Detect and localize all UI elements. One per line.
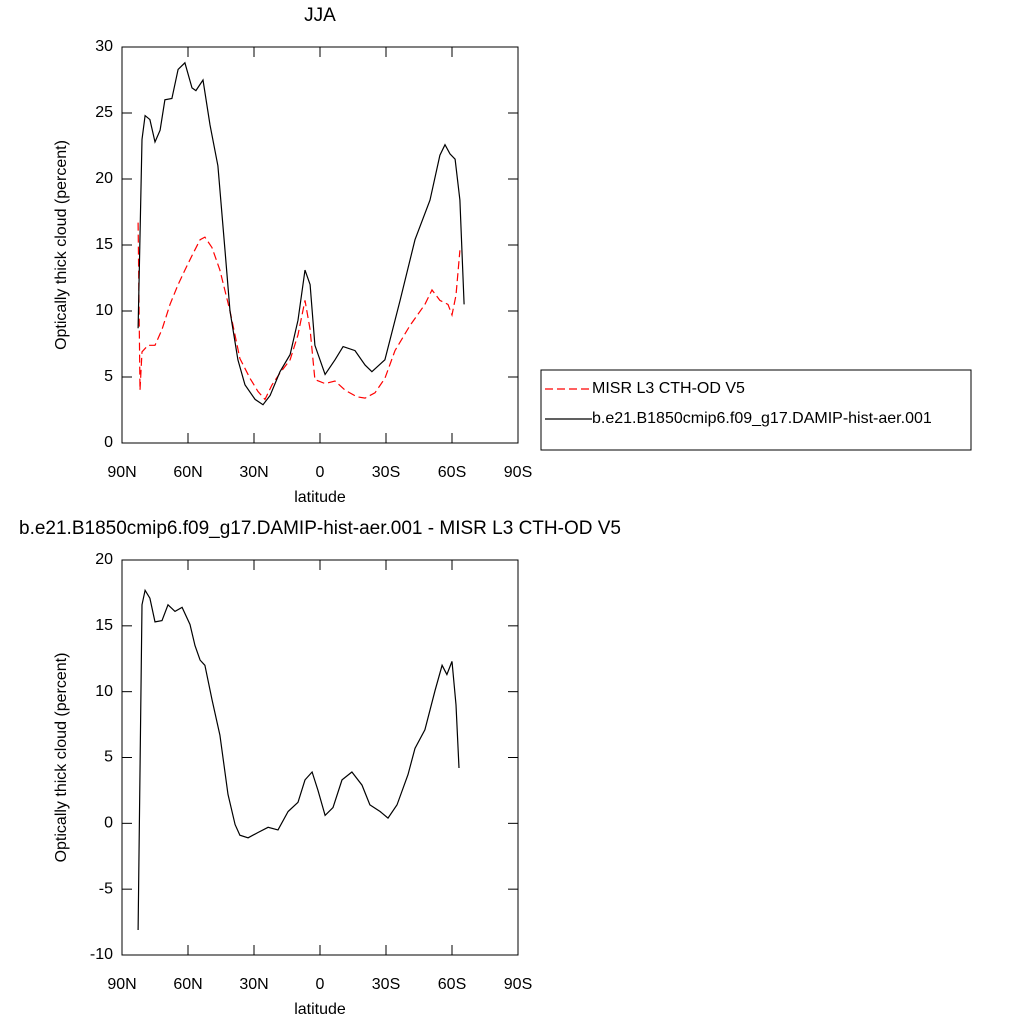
x-tick-label: 90S: [504, 976, 532, 993]
y-tick-label: 20: [95, 170, 113, 187]
x-tick-label: 30N: [239, 976, 268, 993]
y-axis-label: Optically thick cloud (percent): [53, 653, 70, 863]
y-tick-label: 5: [104, 368, 113, 385]
legend-label: MISR L3 CTH-OD V5: [592, 380, 745, 397]
x-tick-label: 30S: [372, 464, 400, 481]
y-tick-label: 0: [104, 815, 113, 832]
y-tick-label: 30: [95, 38, 113, 55]
plot-frame: [121, 559, 519, 956]
data-line: [137, 61, 465, 406]
y-tick-label: 0: [104, 434, 113, 451]
data-line: [137, 222, 461, 401]
x-tick-label: 90N: [107, 976, 136, 993]
chart-title: b.e21.B1850cmip6.f09_g17.DAMIP-hist-aer.…: [19, 518, 621, 539]
x-tick-label: 60N: [173, 976, 202, 993]
y-axis-label: Optically thick cloud (percent): [53, 140, 70, 350]
x-tick-label: 90S: [504, 464, 532, 481]
x-tick-label: 0: [316, 464, 325, 481]
y-tick-label: 25: [95, 104, 113, 121]
x-axis-label: latitude: [294, 489, 346, 506]
x-tick-label: 60S: [438, 976, 466, 993]
y-tick-label: 15: [95, 617, 113, 634]
legend-box: [540, 369, 972, 451]
x-tick-label: 0: [316, 976, 325, 993]
y-tick-label: 20: [95, 551, 113, 568]
legend-label: b.e21.B1850cmip6.f09_g17.DAMIP-hist-aer.…: [592, 410, 932, 427]
y-tick-label: 5: [104, 749, 113, 766]
x-tick-label: 30N: [239, 464, 268, 481]
x-tick-label: 30S: [372, 976, 400, 993]
x-tick-label: 60N: [173, 464, 202, 481]
x-tick-label: 60S: [438, 464, 466, 481]
y-tick-label: 10: [95, 683, 113, 700]
chart-title: JJA: [304, 5, 336, 26]
x-axis-label: latitude: [294, 1001, 346, 1018]
y-tick-label: 15: [95, 236, 113, 253]
y-tick-label: 10: [95, 302, 113, 319]
y-tick-label: -5: [99, 880, 113, 897]
x-tick-label: 90N: [107, 464, 136, 481]
plot-frame: [121, 46, 519, 444]
y-tick-label: -10: [90, 946, 113, 963]
data-line: [137, 588, 460, 931]
